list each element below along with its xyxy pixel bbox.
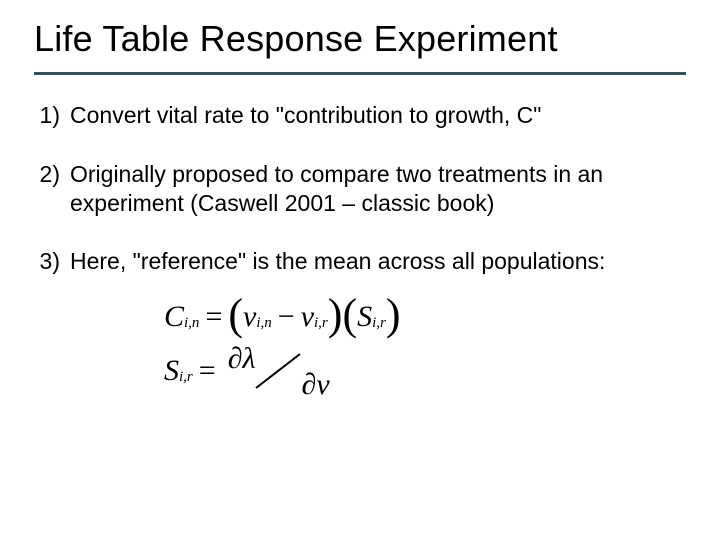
list-text: Here, "reference" is the mean across all… xyxy=(70,247,686,276)
var-v: v xyxy=(243,300,256,334)
subscript: i,r xyxy=(314,315,328,332)
numbered-list: 1) Convert vital rate to "contribution t… xyxy=(34,101,686,276)
fraction: ∂λ ∂v xyxy=(222,348,334,394)
fraction-denominator: ∂v xyxy=(302,368,330,402)
var-S: S xyxy=(164,354,179,388)
var-v: v xyxy=(316,368,329,401)
equals: = xyxy=(199,300,228,334)
list-text: Convert vital rate to "contribution to g… xyxy=(70,101,686,130)
var-lambda: λ xyxy=(243,342,256,375)
list-item: 1) Convert vital rate to "contribution t… xyxy=(34,101,686,130)
list-text: Originally proposed to compare two treat… xyxy=(70,160,686,218)
list-number: 2) xyxy=(34,160,70,218)
subscript: i,r xyxy=(372,315,386,332)
var-v: v xyxy=(301,300,314,334)
fraction-slash-icon xyxy=(250,348,306,394)
list-item: 3) Here, "reference" is the mean across … xyxy=(34,247,686,276)
subscript: i,r xyxy=(179,369,193,386)
equals: = xyxy=(193,354,222,388)
title-underline xyxy=(34,72,686,75)
slide: Life Table Response Experiment 1) Conver… xyxy=(0,0,720,540)
list-item: 2) Originally proposed to compare two tr… xyxy=(34,160,686,218)
partial-icon: ∂ xyxy=(228,342,243,375)
formula-block: Ci,n = ( vi,n − vi,r ) ( Si,r ) Si,r = ∂… xyxy=(164,300,686,394)
fraction-numerator: ∂λ xyxy=(228,342,256,376)
list-number: 1) xyxy=(34,101,70,130)
equation-1: Ci,n = ( vi,n − vi,r ) ( Si,r ) xyxy=(164,300,686,334)
partial-icon: ∂ xyxy=(302,368,317,401)
minus: − xyxy=(272,300,301,334)
subscript: i,n xyxy=(184,315,199,332)
var-S: S xyxy=(357,300,372,334)
slide-title: Life Table Response Experiment xyxy=(34,18,686,60)
equation-2: Si,r = ∂λ ∂v xyxy=(164,348,686,394)
subscript: i,n xyxy=(256,315,271,332)
var-C: C xyxy=(164,300,184,334)
list-number: 3) xyxy=(34,247,70,276)
